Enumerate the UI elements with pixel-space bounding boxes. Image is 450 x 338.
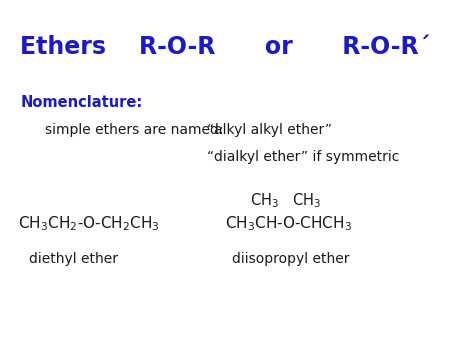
Text: diisopropyl ether: diisopropyl ether xyxy=(232,252,349,266)
Text: Nomenclature:: Nomenclature: xyxy=(20,95,143,110)
Text: “dialkyl ether” if symmetric: “dialkyl ether” if symmetric xyxy=(207,150,400,164)
Text: CH$_3$CH$_2$-O-CH$_2$CH$_3$: CH$_3$CH$_2$-O-CH$_2$CH$_3$ xyxy=(18,215,160,233)
Text: CH$_3$CH-O-CHCH$_3$: CH$_3$CH-O-CHCH$_3$ xyxy=(225,215,352,233)
Text: “alkyl alkyl ether”: “alkyl alkyl ether” xyxy=(207,123,332,137)
Text: CH$_3$   CH$_3$: CH$_3$ CH$_3$ xyxy=(250,191,321,210)
Text: diethyl ether: diethyl ether xyxy=(29,252,118,266)
Text: Ethers    R-O-R      or      R-O-R´: Ethers R-O-R or R-O-R´ xyxy=(20,35,431,59)
Text: simple ethers are named:: simple ethers are named: xyxy=(45,123,224,137)
